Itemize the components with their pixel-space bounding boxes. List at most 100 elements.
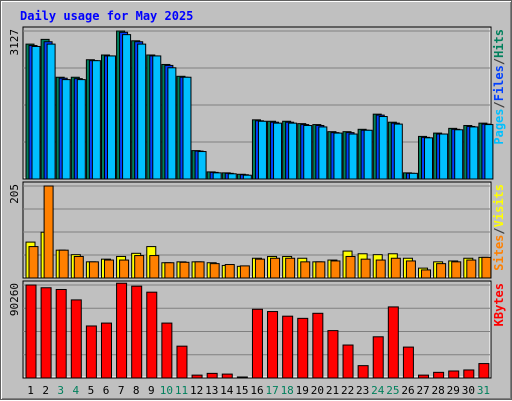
bar-pages-day-26 [408, 172, 418, 180]
bar-sites-day-11 [179, 261, 190, 279]
bar-kbytes-day-8 [131, 285, 143, 379]
bar-pages-day-23 [363, 129, 373, 180]
bar-sites-day-6 [103, 259, 114, 279]
bar-kbytes-day-2 [40, 287, 52, 379]
bar-pages-day-3 [61, 79, 71, 180]
bar-sites-day-1 [28, 246, 39, 279]
bar-pages-day-22 [348, 133, 358, 180]
bar-kbytes-day-29 [448, 370, 460, 379]
x-tick-label-day-1: 1 [27, 384, 34, 397]
x-tick-label-day-24: 24 [371, 384, 385, 397]
bar-pages-day-25 [393, 123, 403, 180]
bar-sites-day-22 [345, 255, 356, 279]
bar-sites-day-26 [405, 260, 416, 279]
bar-sites-day-12 [194, 261, 205, 279]
legend-entry: Visits [492, 184, 506, 227]
bar-kbytes-day-1 [25, 284, 37, 379]
bar-pages-day-14 [227, 173, 237, 180]
bar-sites-day-21 [330, 260, 341, 279]
bar-kbytes-day-13 [206, 372, 218, 379]
bar-pages-day-13 [212, 172, 222, 180]
bar-sites-day-5 [88, 261, 99, 279]
legend-entry: / [492, 58, 506, 65]
bar-pages-day-18 [288, 122, 298, 180]
bar-kbytes-day-6 [100, 322, 112, 379]
bar-pages-day-27 [424, 137, 434, 180]
bar-kbytes-day-5 [85, 325, 97, 379]
bar-pages-day-30 [469, 126, 479, 180]
bar-pages-day-5 [91, 60, 101, 180]
x-tick-label-day-29: 29 [447, 384, 460, 397]
legend-entry: KBytes [492, 283, 506, 326]
x-tick-label-day-7: 7 [118, 384, 125, 397]
bar-sites-day-19 [300, 261, 311, 279]
bar-sites-day-28 [436, 263, 447, 279]
bar-sites-day-2 [43, 185, 54, 279]
x-tick-label-day-16: 16 [250, 384, 263, 397]
bar-pages-day-1 [31, 45, 41, 180]
bar-pages-day-2 [46, 43, 56, 180]
x-axis-labels: 1 2 3 4 5 6 7 8 9 10 11 12 13 14 15 16 17 18 19 20 21 22 23 24 2… [27, 384, 490, 397]
x-tick-label-day-26: 26 [401, 384, 414, 397]
x-tick-label-day-22: 22 [341, 384, 354, 397]
panel-visits-sites: 205 Sites/Visits [8, 181, 506, 279]
legend-hits-files-pages: Pages/Files/Hits [492, 29, 506, 145]
bar-pages-day-15 [242, 174, 252, 180]
x-tick-label-day-6: 6 [103, 384, 110, 397]
legend-entry: Sites [492, 235, 506, 271]
legend-entry: / [492, 101, 506, 108]
bar-pages-day-19 [303, 125, 313, 180]
bar-sites-day-8 [134, 255, 145, 279]
bar-sites-day-13 [209, 263, 220, 279]
bar-sites-day-29 [451, 261, 462, 279]
bar-pages-day-24 [378, 116, 388, 180]
bar-kbytes-day-31 [478, 363, 490, 379]
bar-sites-day-15 [239, 265, 250, 279]
bar-pages-day-28 [439, 133, 449, 180]
x-tick-label-day-21: 21 [326, 384, 339, 397]
bar-pages-day-21 [333, 132, 343, 180]
bar-pages-day-20 [318, 126, 328, 180]
bar-sites-day-7 [119, 259, 130, 279]
bar-kbytes-day-28 [433, 371, 445, 379]
x-tick-label-day-10: 10 [160, 384, 173, 397]
bar-kbytes-day-20 [312, 312, 324, 379]
bar-sites-day-20 [315, 261, 326, 279]
x-tick-label-day-20: 20 [311, 384, 324, 397]
bar-kbytes-day-25 [387, 306, 399, 379]
panel-kbytes: 90260 KBytes [8, 280, 506, 379]
x-tick-label-day-30: 30 [462, 384, 475, 397]
x-tick-label-day-31: 31 [477, 384, 490, 397]
y-max-label: 205 [8, 184, 21, 204]
bar-sites-day-31 [481, 256, 492, 279]
bar-kbytes-day-24 [372, 336, 384, 379]
y-max-label: 3127 [8, 29, 21, 56]
bar-pages-day-17 [273, 122, 283, 180]
bar-kbytes-day-23 [357, 365, 369, 379]
bar-kbytes-day-4 [70, 299, 82, 379]
bar-kbytes-day-7 [116, 282, 128, 379]
bar-pages-day-8 [137, 43, 147, 180]
bar-kbytes-day-17 [267, 311, 279, 379]
bar-pages-day-7 [122, 34, 132, 180]
x-tick-label-day-14: 14 [220, 384, 234, 397]
chart-title: Daily usage for May 2025 [20, 9, 193, 23]
bar-pages-day-9 [152, 55, 162, 180]
bar-pages-day-16 [257, 120, 267, 180]
x-tick-label-day-28: 28 [432, 384, 445, 397]
x-tick-label-day-23: 23 [356, 384, 369, 397]
x-tick-label-day-15: 15 [235, 384, 248, 397]
bar-sites-day-17 [270, 257, 281, 279]
x-tick-label-day-13: 13 [205, 384, 218, 397]
bar-sites-day-25 [390, 257, 401, 279]
bar-kbytes-day-30 [463, 369, 475, 379]
bar-pages-day-6 [106, 55, 116, 180]
legend-entry: Pages [492, 109, 506, 145]
x-tick-label-day-25: 25 [386, 384, 399, 397]
bar-kbytes-day-21 [327, 330, 339, 379]
bar-sites-day-16 [254, 258, 265, 279]
legend-entry: Files [492, 65, 506, 101]
bar-sites-day-14 [224, 264, 235, 279]
x-tick-label-day-11: 11 [175, 384, 188, 397]
